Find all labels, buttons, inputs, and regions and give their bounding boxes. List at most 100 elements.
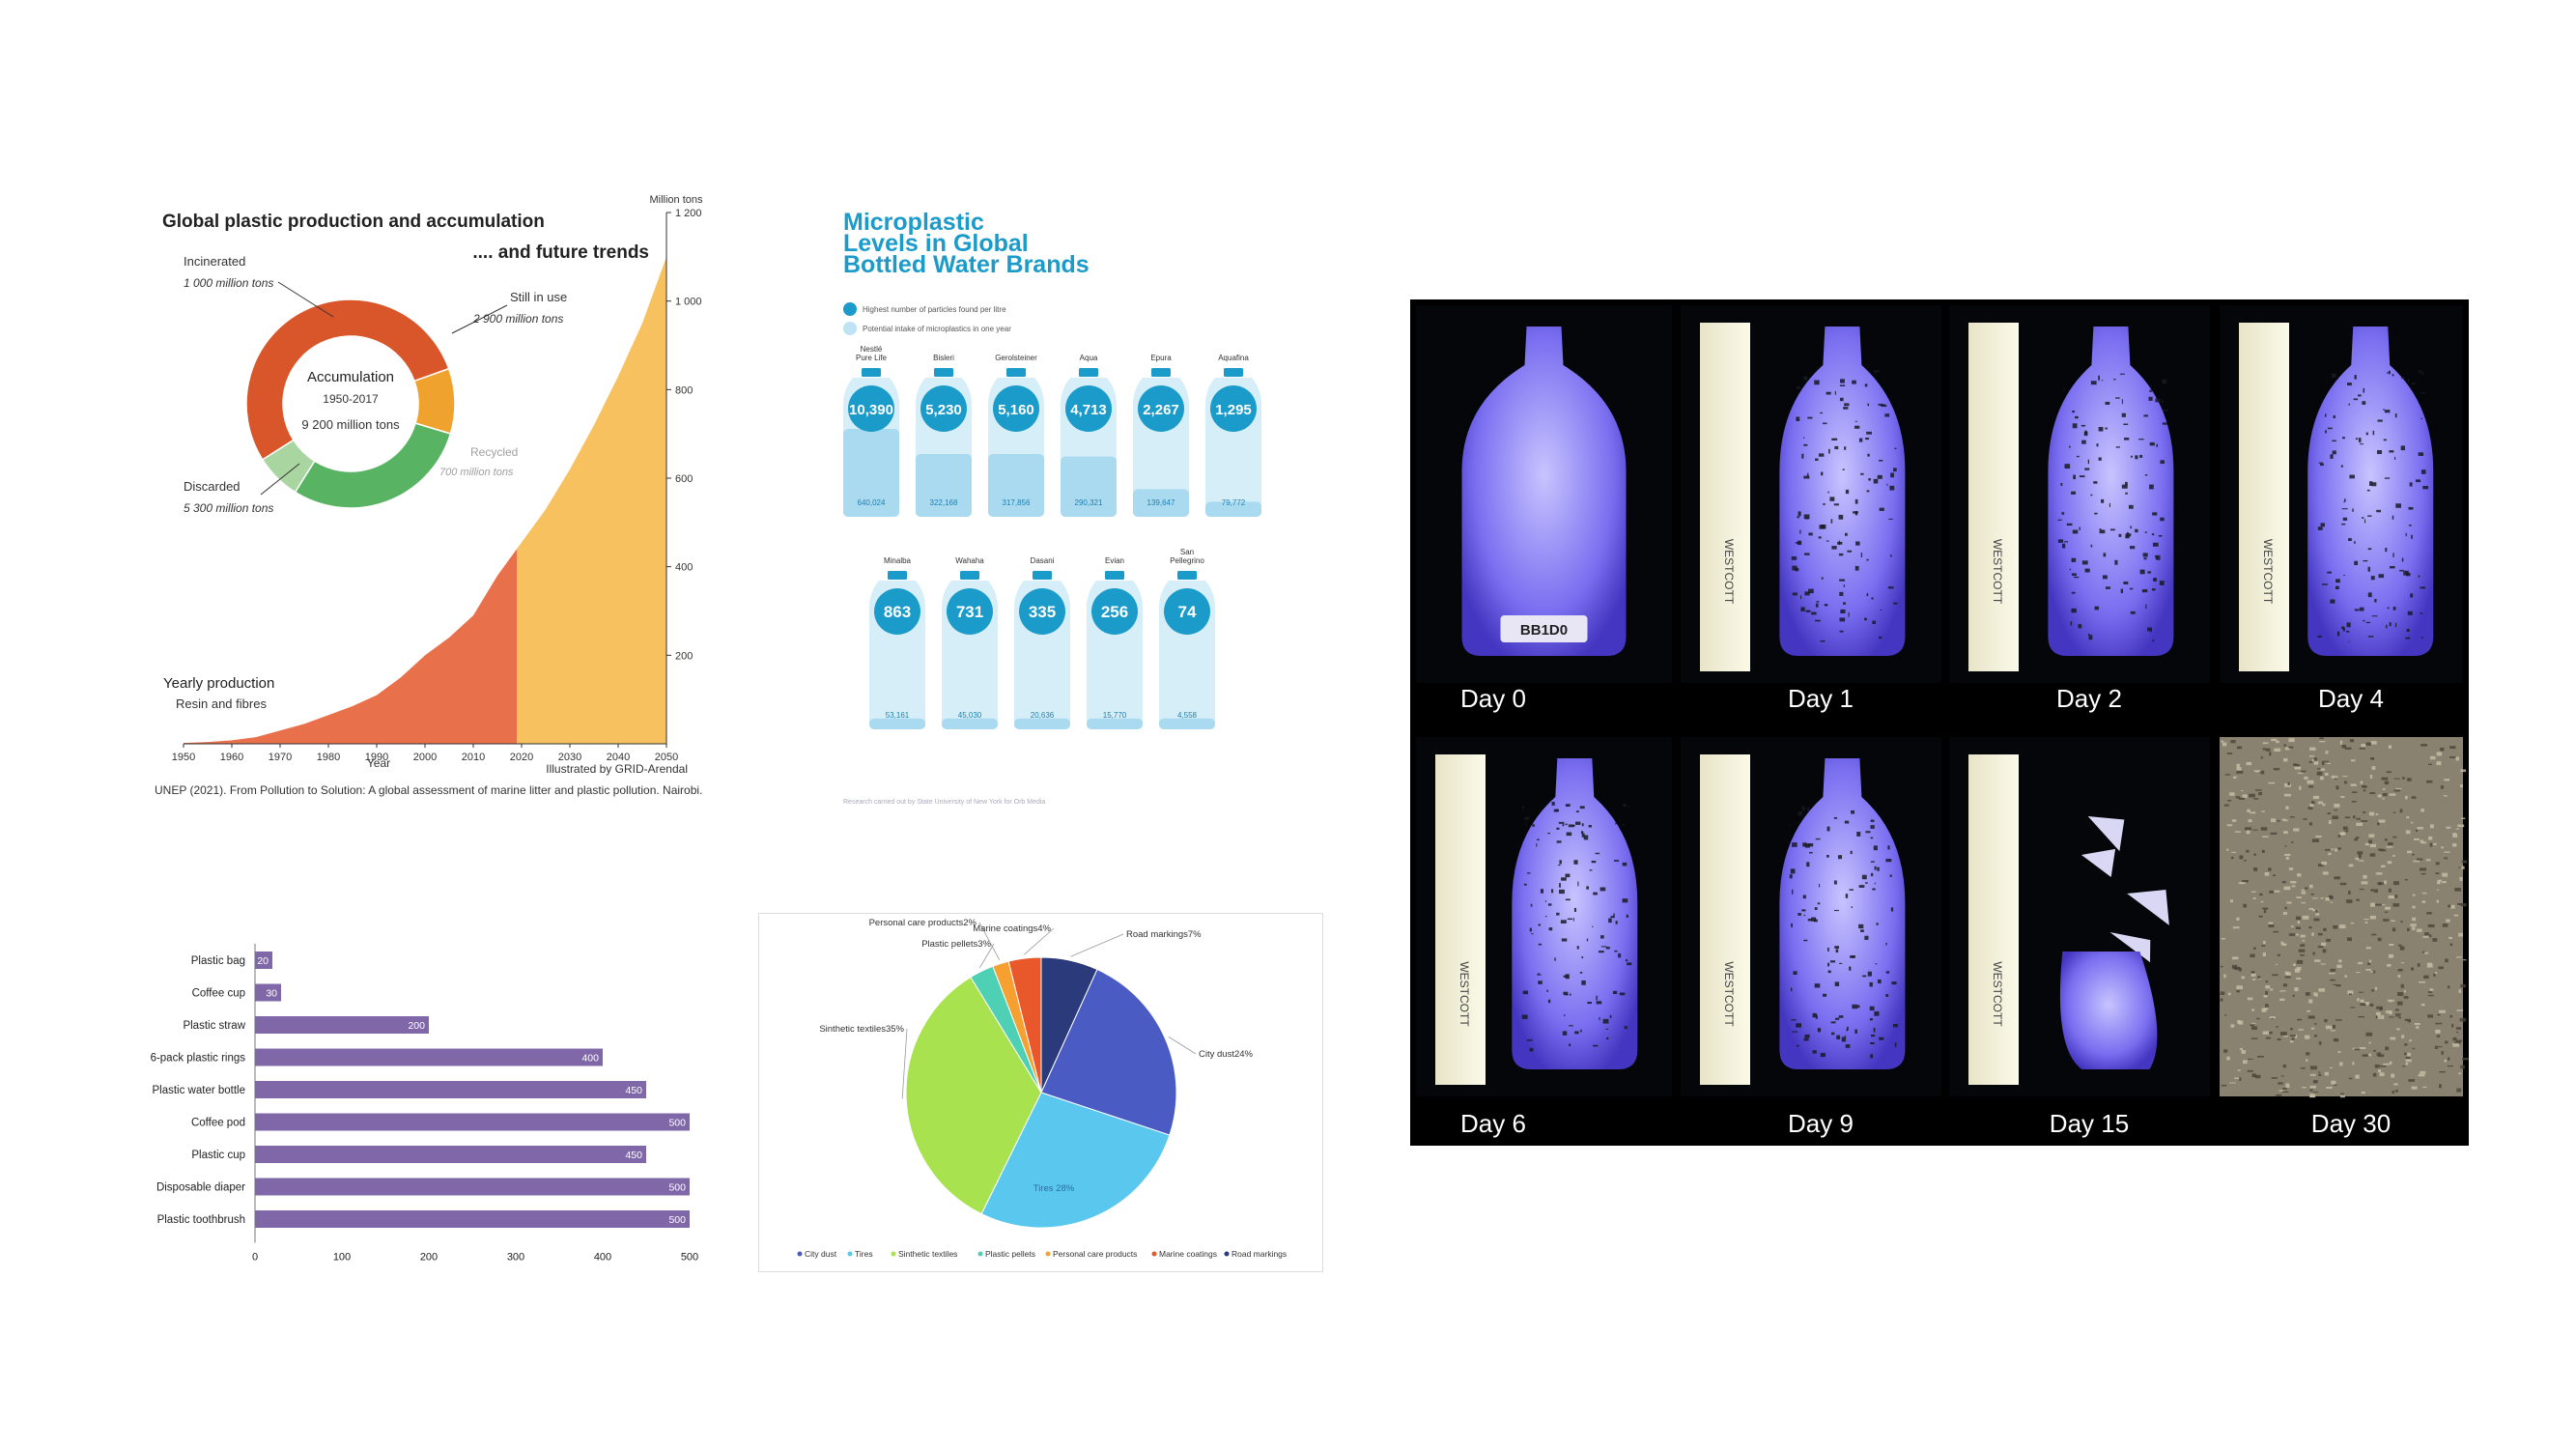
bottle-residue-speck <box>1538 923 1542 926</box>
bottle-residue-speck <box>2149 441 2155 446</box>
debris-speck <box>2250 971 2255 974</box>
bottle-residue-speck <box>1872 620 1876 625</box>
bottle-residue-speck <box>1879 460 1883 462</box>
pie-slice <box>1040 968 1177 1136</box>
debris-speck <box>2296 1018 2303 1021</box>
debris-speck <box>2344 747 2352 750</box>
bottle-residue-speck <box>1879 636 1882 639</box>
debris-speck <box>2348 993 2352 996</box>
debris-speck <box>2392 927 2396 932</box>
debris-speck <box>2301 770 2307 773</box>
hbar-value-label: 500 <box>668 1182 686 1194</box>
bottle-residue-speck <box>1839 384 1846 386</box>
debris-speck <box>2435 872 2440 875</box>
bottle-residue-speck <box>1835 1017 1840 1020</box>
debris-speck <box>2236 770 2244 774</box>
bottle-residue-speck <box>2387 607 2390 610</box>
bottle-residue-speck <box>1588 824 1592 828</box>
bottle-residue-speck <box>1547 832 1550 835</box>
debris-speck <box>2403 996 2409 999</box>
debris-speck <box>2449 746 2456 750</box>
debris-speck <box>2302 915 2309 920</box>
debris-speck <box>2330 979 2335 981</box>
bottle-residue-speck <box>1834 445 1839 450</box>
bottle-residue-speck <box>2420 586 2426 589</box>
debris-speck <box>2263 909 2267 914</box>
debris-speck <box>2392 903 2400 907</box>
debris-speck <box>2300 934 2306 938</box>
bottle-residue-speck <box>1803 443 1808 446</box>
debris-speck <box>2283 1035 2288 1037</box>
debris-speck <box>2382 788 2386 790</box>
legend-label: Personal care products <box>1053 1249 1137 1259</box>
debris-speck <box>2444 857 2449 860</box>
bottle-residue-speck <box>1613 913 1615 919</box>
bottle-residue-speck <box>1559 883 1561 888</box>
debris-speck <box>2370 889 2374 892</box>
bottle-residue-speck <box>1872 888 1876 891</box>
debris-speck <box>2220 991 2225 996</box>
bottle-residue-speck <box>2401 376 2405 380</box>
bottle-residue-speck <box>1875 963 1878 965</box>
bottle-residue-speck <box>2149 484 2154 490</box>
debris-speck <box>2309 1073 2316 1076</box>
debris-speck <box>2335 1019 2342 1021</box>
bottle-residue-speck <box>2105 586 2110 589</box>
bottle-residue-speck <box>1849 966 1852 971</box>
bottle-residue-speck <box>2152 512 2158 516</box>
debris-speck <box>2265 1037 2272 1039</box>
debris-speck <box>2358 961 2364 965</box>
bottle-residue-speck <box>2342 627 2345 632</box>
debris-speck <box>2231 856 2234 860</box>
debris-speck <box>2448 904 2451 908</box>
debris-speck <box>2459 876 2463 881</box>
bottle-residue-speck <box>1870 1054 1874 1059</box>
debris-speck <box>2325 751 2329 754</box>
bottle-brand-name: Wahaha <box>955 556 984 565</box>
bottle-brand-name: Pure Life <box>856 354 888 362</box>
debris-speck <box>2384 911 2389 913</box>
debris-speck <box>2458 989 2461 993</box>
intake-label: 15,770 <box>1103 711 1127 720</box>
debris-speck <box>2411 796 2417 799</box>
debris-speck <box>2376 1006 2383 1009</box>
debris-speck <box>2250 891 2256 893</box>
hbar-value-label: 500 <box>668 1214 686 1226</box>
bottle-residue-speck <box>2418 575 2420 578</box>
debris-speck <box>2364 922 2368 924</box>
bottle-residue-speck <box>2072 423 2078 429</box>
bottle-residue-speck <box>1845 1044 1851 1048</box>
y-tick-label: 400 <box>675 562 693 574</box>
bottle-residue-speck <box>2320 523 2326 527</box>
debris-speck <box>2239 797 2245 800</box>
debris-speck <box>2428 836 2433 840</box>
bottle-residue-speck <box>2370 576 2375 581</box>
debris-speck <box>2333 983 2337 986</box>
debris-speck <box>2389 1016 2394 1018</box>
donut-center-title: Accumulation <box>307 369 394 385</box>
pie-slice-label: Marine coatings4% <box>973 923 1051 934</box>
bottle-residue-speck <box>1851 906 1853 909</box>
bottle-residue-speck <box>2101 380 2104 382</box>
debris-speck <box>2389 1011 2392 1015</box>
debris-speck <box>2451 1023 2454 1028</box>
debris-speck <box>2371 970 2376 974</box>
debris-speck <box>2404 879 2408 881</box>
bottle-residue-speck <box>1814 380 1820 385</box>
debris-speck <box>2401 961 2404 964</box>
debris-speck <box>2302 940 2306 942</box>
bottle-residue-speck <box>1814 983 1821 988</box>
bottle-residue-speck <box>2083 431 2088 437</box>
bottle-residue-speck <box>1808 588 1814 594</box>
bottle-residue-speck <box>2098 375 2100 381</box>
debris-speck <box>2269 1031 2273 1035</box>
bottle-cap <box>1105 571 1124 580</box>
debris-speck <box>2330 901 2334 903</box>
ruler <box>1968 323 2019 671</box>
hbar-value-label: 450 <box>625 1085 642 1096</box>
bottle-residue-speck <box>1600 946 1607 948</box>
debris-speck <box>2281 881 2286 884</box>
debris-speck <box>2364 842 2370 846</box>
bottle-residue-speck <box>2109 528 2115 531</box>
